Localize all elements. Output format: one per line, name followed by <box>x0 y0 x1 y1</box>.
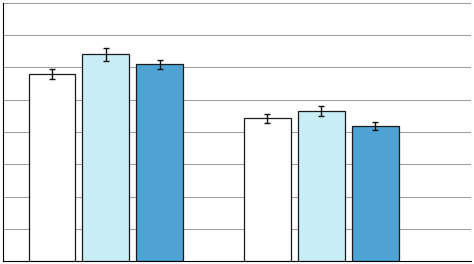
Bar <box>352 126 399 261</box>
Bar <box>82 54 129 261</box>
Bar <box>298 111 345 261</box>
Bar <box>244 119 291 261</box>
Bar <box>137 64 183 261</box>
Bar <box>28 74 75 261</box>
